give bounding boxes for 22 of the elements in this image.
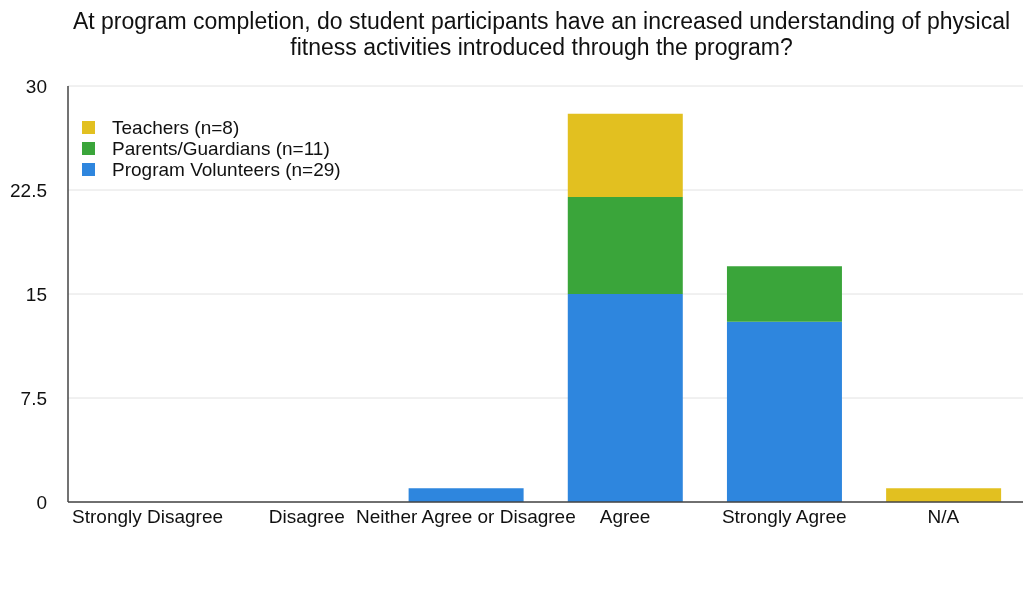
- bar: [408, 488, 524, 502]
- x-tick-label: Strongly Disagree: [72, 506, 224, 528]
- bar: [567, 113, 683, 197]
- y-tick-label: 7.5: [20, 387, 47, 409]
- bar: [567, 294, 683, 502]
- x-tick-label: Neither Agree or Disagree: [356, 506, 576, 528]
- legend-label: Program Volunteers (n=29): [112, 158, 341, 181]
- legend-label: Parents/Guardians (n=11): [112, 137, 330, 160]
- y-tick-label: 22.5: [10, 179, 47, 201]
- y-tick-label: 15: [25, 283, 47, 305]
- bar: [886, 488, 1002, 502]
- bar: [726, 321, 842, 502]
- chart-title: At program completion, do student participants have an increased understanding of physical fitness activities introduced through the program?: [71, 8, 1012, 60]
- x-tick-label: Strongly Agree: [721, 506, 847, 528]
- y-tick-label: 30: [25, 75, 47, 97]
- y-tick-label: 0: [36, 491, 47, 513]
- x-tick-label: Disagree: [268, 506, 345, 528]
- legend-label: Teachers (n=8): [112, 116, 240, 139]
- bar: [567, 196, 683, 294]
- bar: [726, 266, 842, 322]
- x-tick-label: Agree: [599, 506, 651, 528]
- x-tick-label: N/A: [927, 506, 960, 528]
